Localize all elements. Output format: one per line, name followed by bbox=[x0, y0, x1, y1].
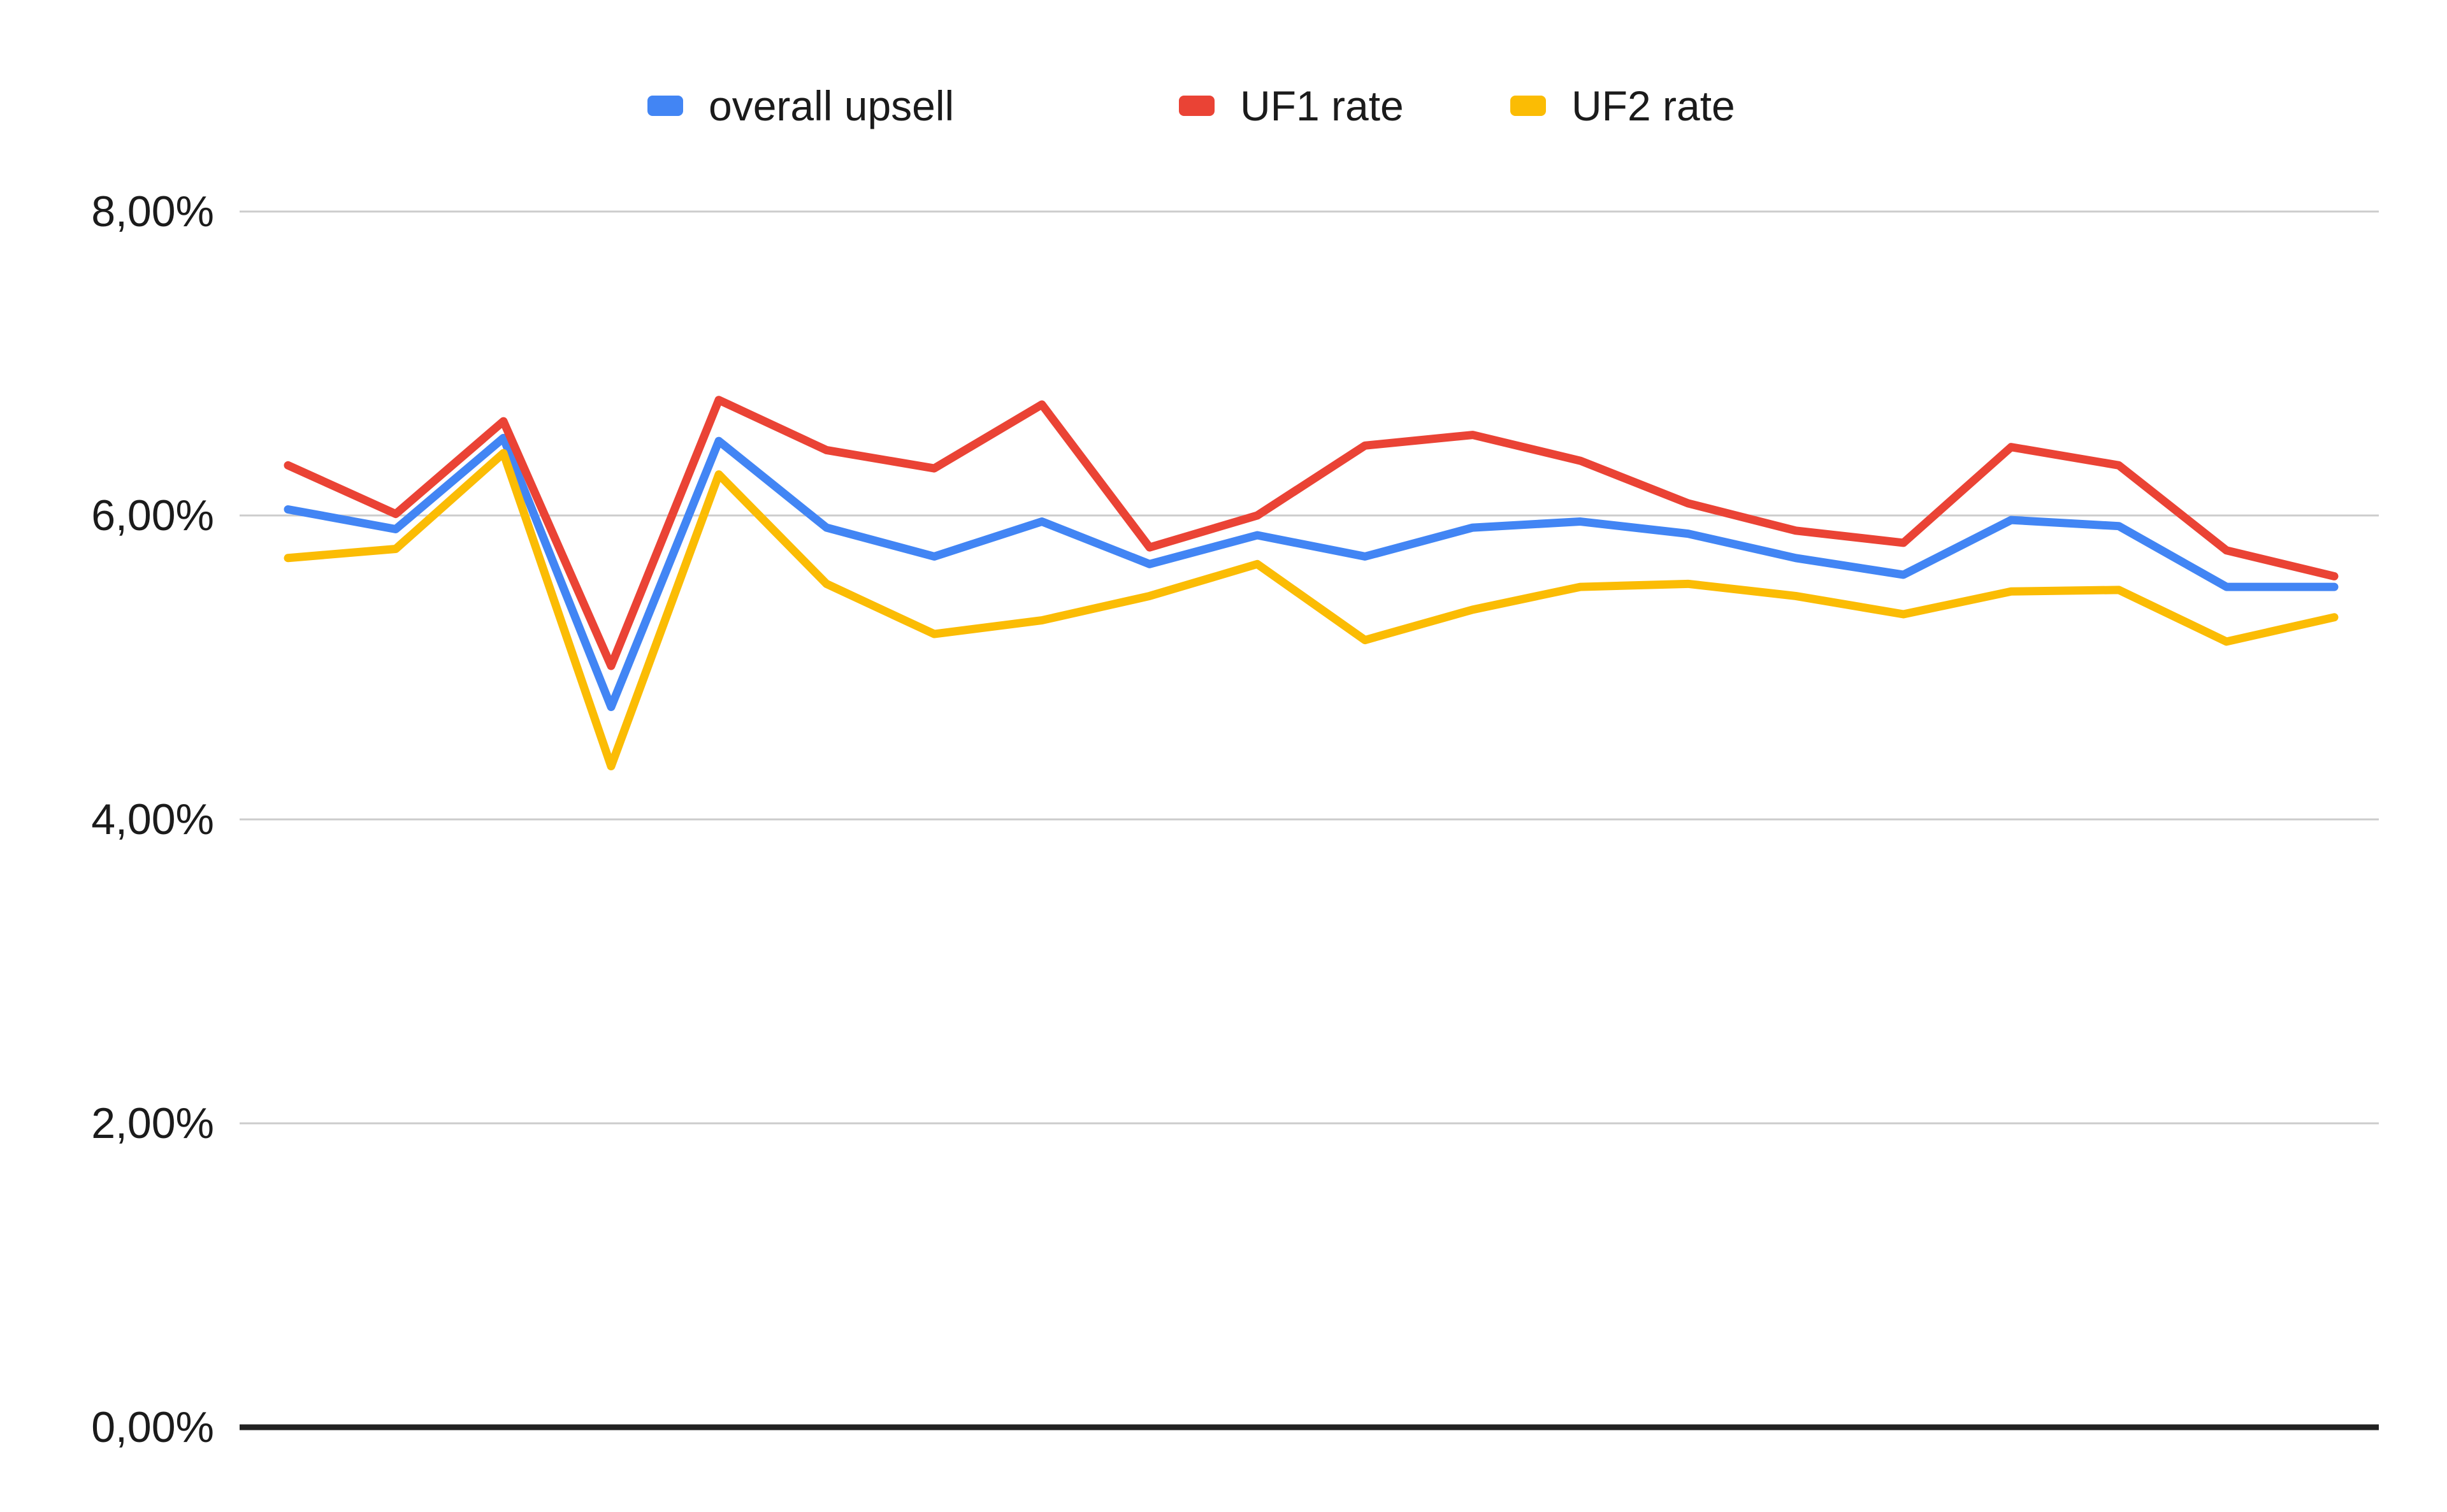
y-axis-tick-4: 4,00% bbox=[91, 795, 214, 844]
legend-item-uf2-rate: UF2 rate bbox=[1510, 84, 1735, 127]
y-axis-tick-2: 2,00% bbox=[91, 1099, 214, 1148]
chart-line-overall-upsell bbox=[284, 433, 2339, 712]
legend-item-overall-upsell: overall upsell bbox=[647, 84, 954, 127]
chart-line-uf1-rate bbox=[284, 396, 2339, 670]
y-axis-tick-6: 6,00% bbox=[91, 491, 214, 540]
legend-label: UF2 rate bbox=[1571, 82, 1735, 129]
y-axis-tick-0: 0,00% bbox=[91, 1403, 214, 1451]
legend-item-uf1-rate: UF1 rate bbox=[1179, 84, 1404, 127]
y-axis-tick-8: 8,00% bbox=[91, 187, 214, 236]
legend-swatch-uf2-rate-icon bbox=[1510, 96, 1546, 116]
legend-label: overall upsell bbox=[709, 82, 955, 129]
chart-line-uf2-rate bbox=[284, 449, 2339, 771]
legend-swatch-overall-upsell-icon bbox=[647, 96, 683, 116]
legend-label: UF1 rate bbox=[1240, 82, 1404, 129]
legend-swatch-uf1-rate-icon bbox=[1179, 96, 1215, 116]
